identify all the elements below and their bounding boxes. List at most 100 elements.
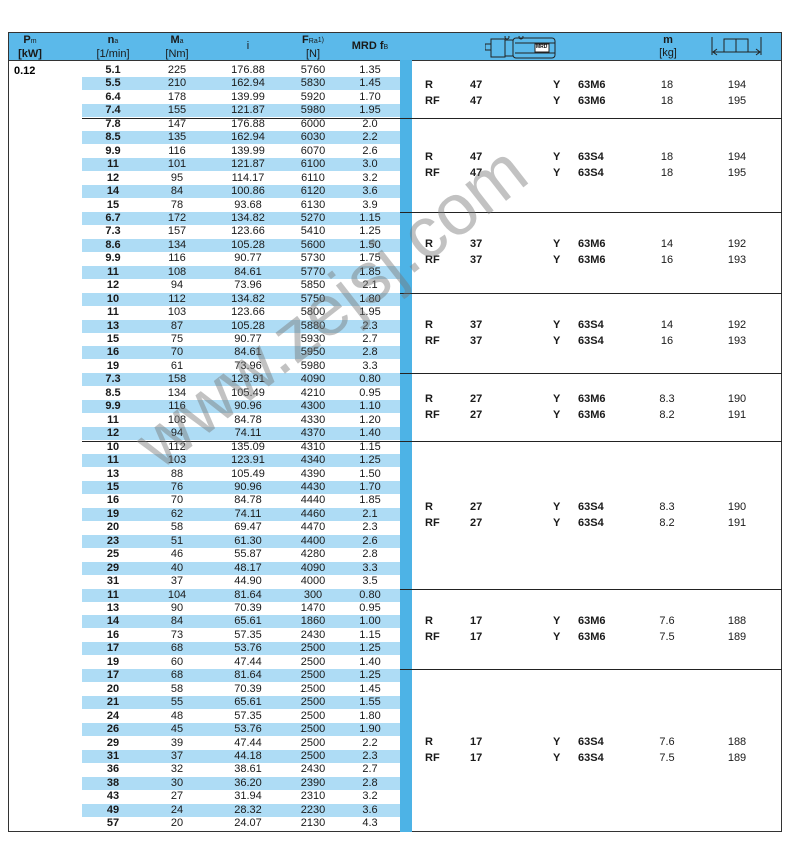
m-symbol: m [663, 34, 673, 46]
torque-cell: 112 [168, 292, 186, 305]
torque-cell: 24 [170, 803, 184, 816]
size-cell: 37 [470, 335, 483, 347]
radial-force-cell: 5600 [300, 238, 326, 251]
torque-cell: 39 [170, 736, 184, 749]
motor-type-cell: Y [553, 735, 561, 748]
mass-cell: 16 [660, 335, 674, 347]
service-factor-cell: 1.95 [359, 104, 381, 117]
type-cell: R [425, 150, 433, 163]
m-unit: [kg] [659, 47, 677, 59]
ratio-cell: 123.66 [231, 306, 265, 319]
pm-unit: [kW] [18, 48, 42, 60]
motor-size-cell: 63S4 [578, 150, 604, 163]
speed-cell: 29 [106, 561, 120, 574]
speed-cell: 15 [106, 480, 120, 493]
radial-force-cell: 2500 [300, 642, 326, 655]
type-cell: RF [425, 335, 440, 347]
radial-force-cell: 4390 [300, 467, 326, 480]
service-factor-cell: 4.3 [362, 817, 378, 830]
mass-cell: 8.2 [659, 516, 675, 529]
group-divider [82, 669, 782, 671]
torque-cell: 37 [170, 749, 184, 762]
torque-cell: 60 [170, 655, 184, 668]
service-factor-cell: 2.2 [362, 131, 378, 144]
torque-cell: 116 [168, 400, 186, 413]
motor-size-cell: 63M6 [578, 392, 606, 405]
torque-cell: 45 [170, 723, 184, 736]
separator-bar [400, 60, 412, 832]
ratio-cell: 114.17 [231, 171, 265, 184]
type-cell: RF [425, 94, 440, 107]
row-stripe [82, 454, 400, 468]
size-cell: 37 [470, 238, 483, 251]
service-factor-cell: 2.6 [362, 534, 378, 547]
torque-cell: 108 [167, 413, 187, 426]
motor-size-cell: 63M6 [578, 78, 606, 91]
row-stripe [82, 131, 400, 145]
radial-force-cell: 5800 [300, 306, 326, 319]
speed-cell: 17 [106, 642, 120, 655]
page-cell: 188 [727, 735, 747, 748]
mass-cell: 7.5 [659, 751, 675, 764]
ratio-cell: 84.78 [234, 413, 262, 426]
speed-cell: 6.4 [105, 90, 121, 103]
radial-force-cell: 2230 [300, 803, 326, 816]
speed-cell: 20 [106, 521, 120, 534]
service-factor-cell: 0.95 [359, 602, 381, 614]
mass-cell: 18 [660, 94, 674, 107]
row-stripe [82, 561, 400, 575]
speed-cell: 19 [106, 655, 120, 668]
ratio-cell: 44.90 [234, 575, 262, 588]
type-cell: RF [425, 254, 440, 267]
speed-cell: 8.5 [105, 386, 121, 399]
torque-cell: 134 [167, 386, 187, 399]
ratio-cell: 36.20 [234, 776, 262, 789]
service-factor-cell: 0.80 [359, 373, 381, 386]
motor-size-cell: 63S4 [578, 516, 604, 529]
type-cell: RF [425, 630, 440, 643]
speed-cell: 5.5 [105, 77, 121, 90]
torque-cell: 108 [167, 265, 187, 278]
type-cell: R [425, 500, 433, 513]
page-cell: 188 [727, 614, 747, 627]
page-cell: 189 [727, 630, 747, 643]
ratio-cell: 44.18 [234, 749, 262, 762]
radial-force-cell: 4210 [300, 386, 326, 399]
speed-cell: 38 [106, 776, 120, 789]
type-cell: R [425, 614, 433, 627]
ratio-cell: 69.47 [234, 521, 262, 534]
motor-type-cell: Y [553, 254, 561, 267]
radial-force-cell: 4470 [300, 521, 326, 534]
motor-type-cell: Y [553, 335, 561, 347]
torque-cell: 73 [170, 628, 184, 641]
service-factor-cell: 3.2 [362, 171, 378, 184]
torque-cell: 95 [170, 171, 184, 184]
row-stripe [82, 158, 400, 172]
type-cell: R [425, 319, 433, 331]
radial-force-cell: 4340 [300, 454, 326, 467]
row-stripe [82, 507, 400, 521]
speed-cell: 11 [107, 413, 119, 426]
size-cell: 17 [470, 751, 483, 764]
speed-cell: 16 [106, 346, 120, 359]
row-stripe [82, 400, 400, 414]
mass-cell: 8.2 [659, 408, 675, 421]
service-factor-cell: 3.2 [362, 790, 378, 803]
type-cell: R [425, 78, 433, 91]
row-stripe [82, 615, 400, 629]
torque-cell: 78 [170, 198, 184, 211]
radial-force-cell: 4400 [300, 534, 326, 547]
page-cell: 193 [727, 335, 747, 347]
torque-cell: 225 [167, 64, 187, 76]
service-factor-cell: 1.50 [359, 467, 381, 480]
service-factor-cell: 3.3 [362, 359, 378, 372]
fb-sub: B [383, 44, 389, 51]
speed-cell: 12 [106, 171, 120, 184]
torque-cell: 84 [170, 185, 184, 198]
radial-force-cell: 2430 [300, 628, 326, 641]
ratio-cell: 70.39 [234, 682, 262, 695]
service-factor-cell: 0.95 [359, 386, 381, 399]
service-factor-cell: 3.9 [362, 198, 378, 211]
torque-cell: 210 [167, 77, 187, 90]
pm-sub: m [30, 38, 37, 45]
